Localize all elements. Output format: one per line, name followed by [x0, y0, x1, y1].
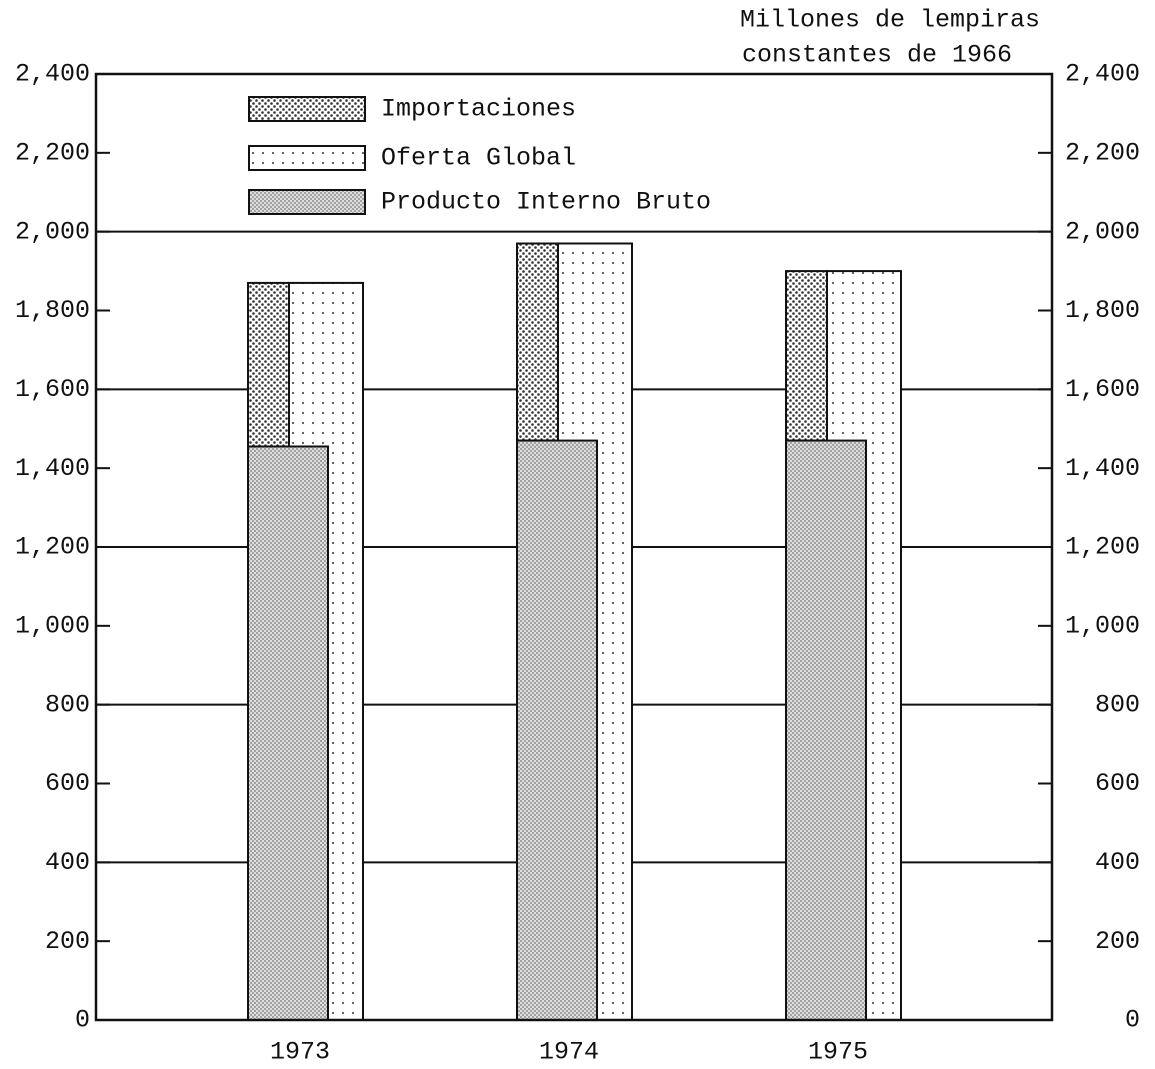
- y-tick-label: 400: [45, 848, 90, 877]
- bar: [785, 439, 867, 1021]
- legend-swatch: [248, 145, 366, 171]
- x-tick-label: 1973: [270, 1038, 330, 1067]
- bar: [247, 445, 329, 1021]
- y2-tick-label: 1,000: [1065, 611, 1140, 640]
- y2-tick-label: 400: [1095, 848, 1140, 877]
- plot-frame: [94, 72, 1054, 1022]
- legend-label: Importaciones: [381, 95, 576, 124]
- y2-tick-label: 800: [1095, 690, 1140, 719]
- y-tick-label: 1,200: [15, 533, 90, 562]
- y2-tick-label: 1,800: [1065, 296, 1140, 325]
- x-tick-label: 1974: [539, 1038, 599, 1067]
- bar-segment: [785, 270, 828, 442]
- y-tick-label: 1,000: [15, 611, 90, 640]
- unit-label: constantes de 1966: [742, 41, 1012, 70]
- y2-tick-label: 0: [1125, 1006, 1140, 1035]
- legend-label: Producto Interno Bruto: [381, 188, 711, 217]
- y-tick-label: 0: [75, 1006, 90, 1035]
- y2-tick-label: 1,400: [1065, 454, 1140, 483]
- y2-tick-label: 1,600: [1065, 375, 1140, 404]
- bar-segment: [247, 281, 290, 448]
- y-tick-label: 800: [45, 690, 90, 719]
- legend-swatch: [248, 96, 366, 122]
- y2-tick-label: 2,400: [1065, 60, 1140, 89]
- y2-tick-label: 600: [1095, 769, 1140, 798]
- y-tick-label: 200: [45, 927, 90, 956]
- x-tick-label: 1975: [808, 1038, 868, 1067]
- legend-label: Oferta Global: [381, 144, 576, 173]
- y-tick-label: 600: [45, 769, 90, 798]
- bar: [516, 439, 598, 1021]
- y2-tick-label: 1,200: [1065, 533, 1140, 562]
- legend-swatch: [248, 189, 366, 215]
- bar-segment: [516, 242, 559, 442]
- y2-tick-label: 2,200: [1065, 138, 1140, 167]
- y-tick-label: 2,400: [15, 60, 90, 89]
- y-tick-label: 2,200: [15, 138, 90, 167]
- y-tick-label: 1,800: [15, 296, 90, 325]
- y2-tick-label: 2,000: [1065, 217, 1140, 246]
- y-tick-label: 2,000: [15, 217, 90, 246]
- unit-label: Millones de lempiras: [740, 6, 1040, 35]
- y2-tick-label: 200: [1095, 927, 1140, 956]
- y-tick-label: 1,600: [15, 375, 90, 404]
- y-tick-label: 1,400: [15, 454, 90, 483]
